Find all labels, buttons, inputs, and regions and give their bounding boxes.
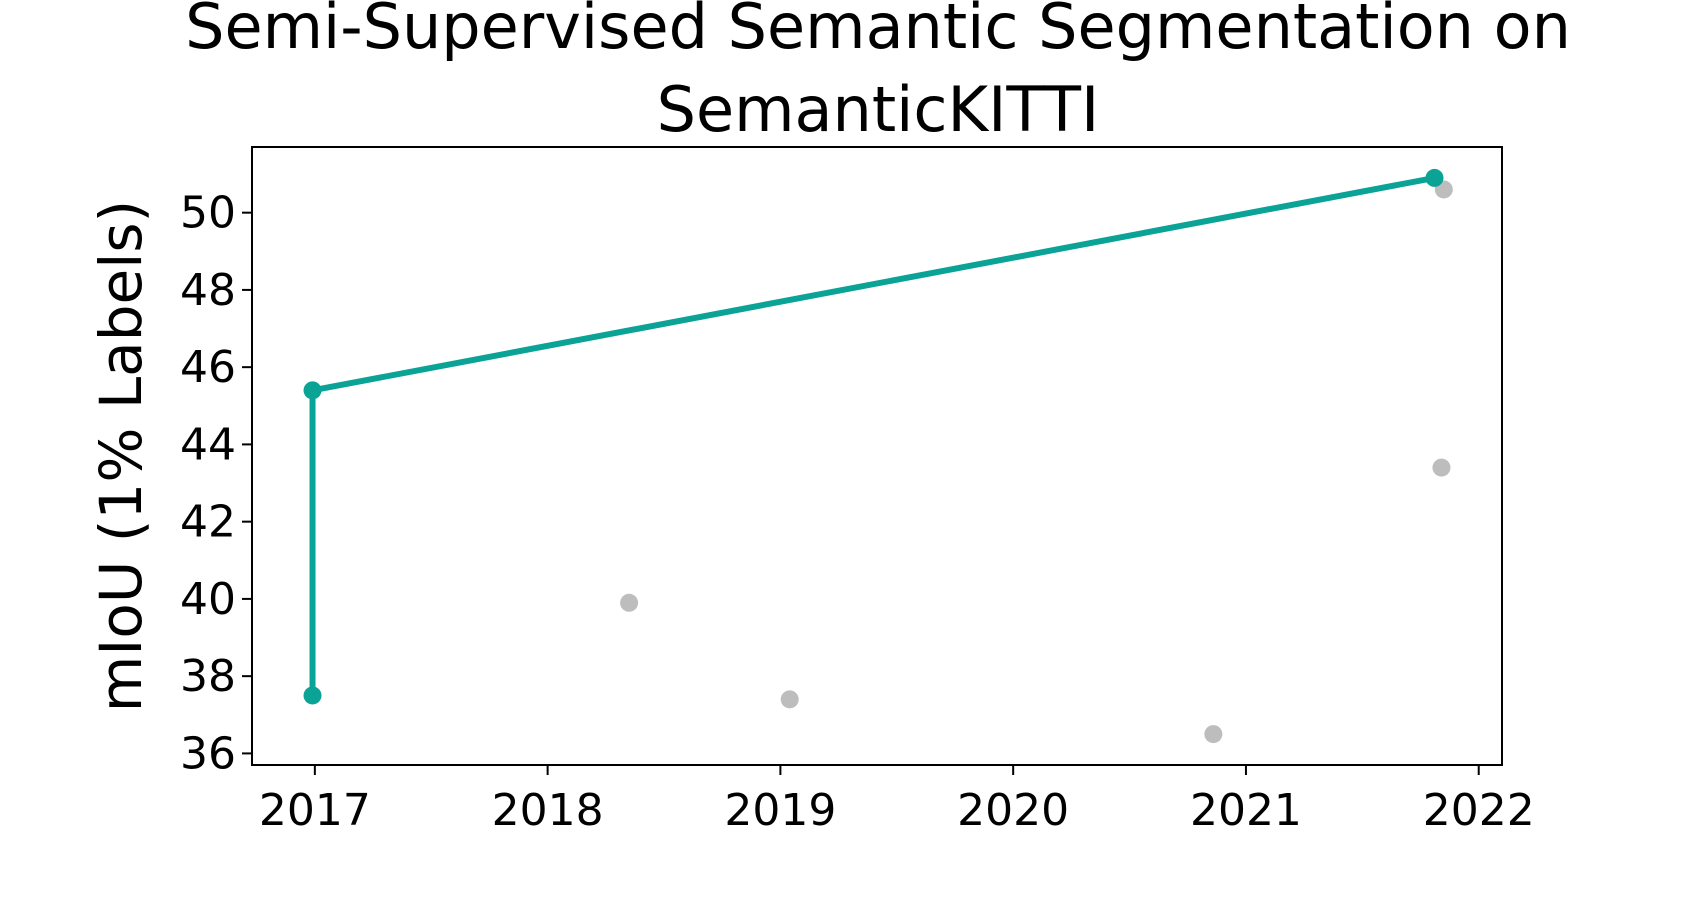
sota-point [303,686,322,705]
other-method-point [1432,458,1451,477]
other-method-point [780,690,799,709]
x-tick-label: 2021 [1190,785,1302,836]
x-tick-label: 2022 [1423,785,1535,836]
y-axis-label: mIoU (1% Labels) [87,200,155,712]
y-tick-label: 50 [180,188,236,239]
y-axis: 36 38 40 42 44 46 48 50 [180,188,252,779]
plot-frame [251,146,1503,766]
sota-point [303,381,322,400]
y-tick-label: 46 [180,342,236,393]
x-tick-label: 2019 [724,785,836,836]
plot-area [303,168,1453,744]
chart-title-line-1: Semi-Supervised Semantic Segmentation on [185,0,1571,63]
sota-line [309,174,1438,699]
y-tick-label: 38 [180,651,236,702]
sota-point [1425,168,1444,187]
y-tick-label: 42 [180,497,236,548]
y-tick-label: 48 [180,265,236,316]
other-method-point [1204,725,1223,744]
y-tick-label: 44 [180,419,236,470]
y-tick-label: 36 [180,728,236,779]
x-tick-label: 2017 [259,785,371,836]
chart-title-line-2: SemanticKITTI [657,73,1100,146]
other-method-point [620,593,639,612]
y-tick-label: 40 [180,574,236,625]
x-axis: 2017 2018 2019 2020 2021 2022 [259,765,1535,836]
x-tick-label: 2020 [957,785,1069,836]
x-tick-label: 2018 [492,785,604,836]
